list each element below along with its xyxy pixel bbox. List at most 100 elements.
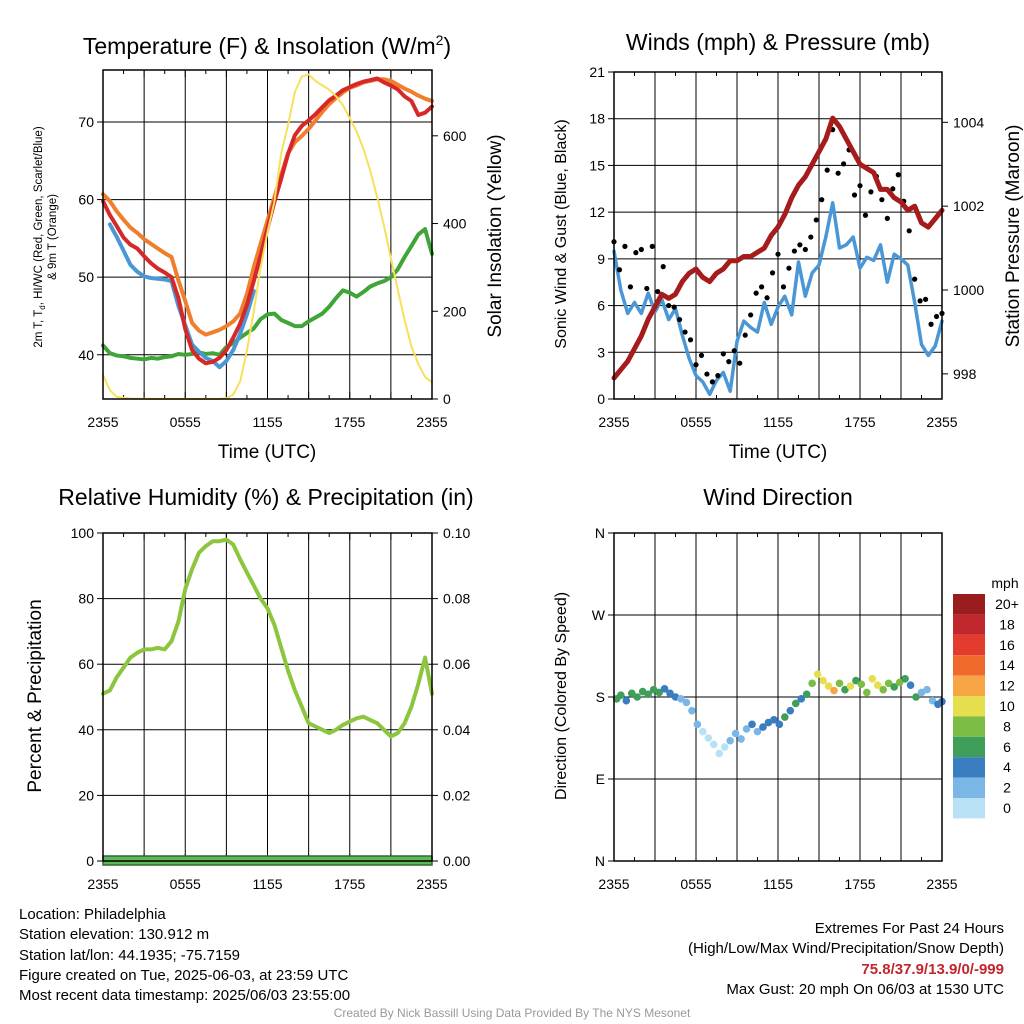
wind-direction-point bbox=[873, 681, 882, 689]
temp-chart: 2355 0555 1155 1755 2355 40 50 60 70 0 200 400 600 bbox=[78, 69, 467, 430]
wind-direction-point bbox=[775, 720, 784, 729]
rh-xtick-label: 1755 bbox=[334, 876, 365, 892]
credit-line: Created By Nick Bassill Using Data Provi… bbox=[333, 1006, 691, 1020]
rh-y2tick-label: 0.00 bbox=[443, 853, 470, 869]
winds-chart-ylabel: Sonic Wind & Gust (Blue, Black) bbox=[553, 119, 570, 348]
wind-direction-point bbox=[791, 699, 800, 708]
wind-direction-point bbox=[617, 691, 625, 699]
gust-point bbox=[633, 250, 639, 256]
gust-point bbox=[819, 197, 825, 203]
gust-point bbox=[808, 234, 814, 240]
wind-direction-point bbox=[715, 749, 724, 758]
wind-direction-point bbox=[693, 720, 702, 729]
gust-point bbox=[928, 321, 934, 327]
temp-y2tick-label: 0 bbox=[443, 391, 451, 407]
winds-ytick-label: 6 bbox=[597, 298, 605, 314]
wind-direction-point bbox=[622, 696, 631, 705]
gust-point bbox=[737, 360, 743, 366]
gust-point bbox=[824, 167, 830, 173]
gust-point bbox=[906, 228, 912, 234]
extremes-subtitle: (High/Low/Max Wind/Precipitation/Snow De… bbox=[688, 940, 1004, 958]
winds-xtick-label: 1755 bbox=[844, 414, 875, 430]
winds-xtick-label: 2355 bbox=[598, 414, 629, 430]
temp-ytick-label: 40 bbox=[78, 347, 94, 363]
gust-point bbox=[616, 267, 623, 273]
gust-point bbox=[813, 217, 819, 223]
colorbar-label: 2 bbox=[1003, 780, 1011, 796]
wdir-chart-title: Wind Direction bbox=[703, 484, 853, 510]
rh-chart-title: Relative Humidity (%) & Precipitation (i… bbox=[58, 484, 473, 510]
wind-direction-point bbox=[770, 715, 778, 724]
temp-frame bbox=[102, 69, 433, 400]
rh-ytick-label: 0 bbox=[86, 853, 94, 869]
colorbar-swatch bbox=[953, 757, 985, 778]
gust-point bbox=[791, 248, 798, 254]
rh-series bbox=[101, 537, 434, 739]
wind-direction-point bbox=[633, 693, 642, 701]
colorbar-label: 0 bbox=[1003, 800, 1011, 816]
wind-direction-point bbox=[786, 706, 795, 715]
temp-xtick-label: 1155 bbox=[252, 414, 282, 430]
wind-direction-point bbox=[781, 713, 789, 721]
gust-point bbox=[649, 243, 655, 249]
winds-series-maroon bbox=[611, 115, 945, 381]
rh-ytick-label: 80 bbox=[78, 591, 94, 607]
temp-chart-xlabel: Time (UTC) bbox=[218, 442, 317, 463]
winds-ytick-label: 0 bbox=[597, 391, 605, 407]
winds-series-blue bbox=[612, 201, 944, 397]
wdir-xtick-label: 2355 bbox=[926, 876, 957, 892]
wind-direction-point bbox=[655, 688, 663, 697]
wind-direction-point bbox=[830, 686, 838, 695]
colorbar-swatch bbox=[953, 798, 985, 819]
winds-xtick-label: 1155 bbox=[763, 414, 793, 430]
gust-point bbox=[879, 197, 885, 203]
wind-direction-point bbox=[863, 688, 871, 697]
gust-point bbox=[687, 337, 694, 343]
winds-xtick-label: 2355 bbox=[926, 414, 957, 430]
wind-direction-point bbox=[731, 729, 740, 738]
rh-y2tick-label: 0.02 bbox=[443, 787, 470, 803]
wind-direction-point bbox=[709, 740, 718, 749]
colorbar-label: 18 bbox=[999, 616, 1015, 632]
gust-point bbox=[895, 172, 901, 178]
wind-direction-point bbox=[857, 680, 866, 689]
gust-point bbox=[720, 351, 726, 357]
rh-y2tick-label: 0.08 bbox=[443, 591, 470, 607]
max-gust: Max Gust: 20 mph On 06/03 at 1530 UTC bbox=[726, 980, 1004, 998]
wind-speed-colorbar: mph 20+ 18 16 14 12 10 8 6 4 2 0 bbox=[953, 575, 1019, 819]
wind-direction-point bbox=[682, 698, 691, 707]
station-info: Location: Philadelphia Station elevation… bbox=[19, 905, 350, 1006]
wdir-frame bbox=[613, 532, 943, 862]
gust-point bbox=[862, 212, 869, 218]
temp-xtick-label: 1755 bbox=[334, 414, 365, 430]
temp-y2tick-label: 400 bbox=[443, 216, 467, 232]
winds-y2tick-label: 998 bbox=[953, 366, 977, 382]
wind-direction-point bbox=[660, 685, 669, 693]
gust-point bbox=[704, 371, 710, 377]
wdir-chart-ylabel: Direction (Colored By Speed) bbox=[553, 592, 570, 800]
wind-direction-point bbox=[901, 674, 909, 683]
temp-xtick-label: 2355 bbox=[416, 414, 447, 430]
winds-y2tick-label: 1000 bbox=[953, 282, 984, 298]
wind-direction-point bbox=[835, 679, 844, 688]
rh-ytick-label: 40 bbox=[78, 722, 94, 738]
gust-point bbox=[698, 352, 705, 358]
colorbar-label: 4 bbox=[1003, 759, 1011, 775]
colorbar-swatch bbox=[953, 594, 985, 615]
winds-ytick-label: 21 bbox=[589, 64, 605, 80]
gust-point bbox=[660, 264, 666, 270]
gust-point bbox=[753, 290, 759, 296]
winds-chart-title: Winds (mph) & Pressure (mb) bbox=[626, 29, 930, 55]
wind-direction-point bbox=[895, 678, 904, 687]
gust-point bbox=[671, 304, 677, 310]
rh-xtick-label: 2355 bbox=[416, 876, 447, 892]
gust-point bbox=[775, 251, 781, 257]
rh-chart-ylabel: Percent & Precipitation bbox=[25, 599, 46, 792]
wind-direction-point bbox=[688, 706, 696, 715]
wdir-chart: 2355 0555 1155 1755 2355 N E S W N bbox=[592, 525, 958, 892]
station-elevation: Station elevation: 130.912 m bbox=[19, 926, 210, 944]
gust-point bbox=[841, 161, 847, 167]
wind-direction-point bbox=[868, 674, 877, 683]
extremes-title: Extremes For Past 24 Hours bbox=[814, 920, 1004, 937]
